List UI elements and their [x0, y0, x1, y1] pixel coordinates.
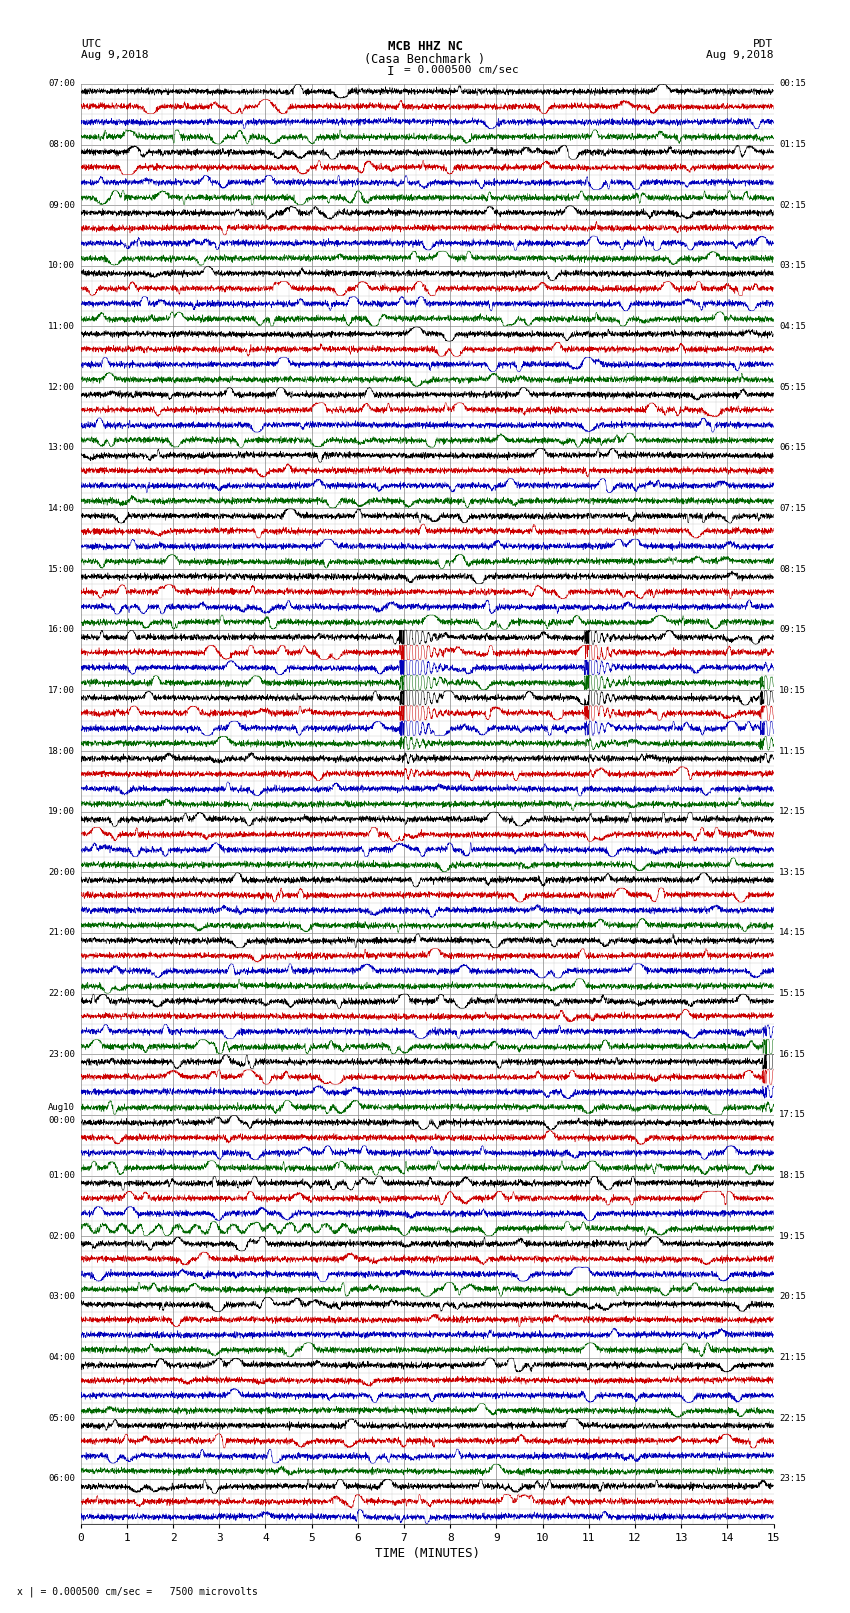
Text: 22:15: 22:15	[779, 1413, 806, 1423]
Text: 15:15: 15:15	[779, 989, 806, 998]
Text: 07:00: 07:00	[48, 79, 75, 89]
Text: 18:15: 18:15	[779, 1171, 806, 1181]
Text: 08:00: 08:00	[48, 140, 75, 148]
Text: 06:15: 06:15	[779, 444, 806, 452]
Text: 03:00: 03:00	[48, 1292, 75, 1302]
Text: Aug10: Aug10	[48, 1103, 75, 1113]
Text: 19:15: 19:15	[779, 1232, 806, 1240]
Text: 02:15: 02:15	[779, 200, 806, 210]
Text: 13:00: 13:00	[48, 444, 75, 452]
Text: MCB HHZ NC: MCB HHZ NC	[388, 40, 462, 53]
Text: 18:00: 18:00	[48, 747, 75, 755]
Text: (Casa Benchmark ): (Casa Benchmark )	[365, 53, 485, 66]
Text: 12:00: 12:00	[48, 382, 75, 392]
Text: 11:15: 11:15	[779, 747, 806, 755]
Text: 00:00: 00:00	[48, 1116, 75, 1124]
Text: Aug 9,2018: Aug 9,2018	[81, 50, 148, 60]
Text: PDT: PDT	[753, 39, 774, 48]
Text: 16:00: 16:00	[48, 626, 75, 634]
Text: 14:15: 14:15	[779, 929, 806, 937]
Text: 06:00: 06:00	[48, 1474, 75, 1484]
Text: 07:15: 07:15	[779, 503, 806, 513]
Text: 03:15: 03:15	[779, 261, 806, 271]
Text: 19:00: 19:00	[48, 806, 75, 816]
Text: 05:00: 05:00	[48, 1413, 75, 1423]
Text: 21:15: 21:15	[779, 1353, 806, 1361]
Text: 21:00: 21:00	[48, 929, 75, 937]
Text: I: I	[388, 65, 394, 77]
Text: 00:15: 00:15	[779, 79, 806, 89]
Text: 20:15: 20:15	[779, 1292, 806, 1302]
Text: 10:00: 10:00	[48, 261, 75, 271]
Text: 17:00: 17:00	[48, 686, 75, 695]
Text: 16:15: 16:15	[779, 1050, 806, 1058]
Text: 20:00: 20:00	[48, 868, 75, 877]
Text: x | = 0.000500 cm/sec =   7500 microvolts: x | = 0.000500 cm/sec = 7500 microvolts	[17, 1586, 258, 1597]
X-axis label: TIME (MINUTES): TIME (MINUTES)	[375, 1547, 479, 1560]
Text: 23:15: 23:15	[779, 1474, 806, 1484]
Text: 08:15: 08:15	[779, 565, 806, 574]
Text: 14:00: 14:00	[48, 503, 75, 513]
Text: 11:00: 11:00	[48, 323, 75, 331]
Text: 12:15: 12:15	[779, 806, 806, 816]
Text: 01:15: 01:15	[779, 140, 806, 148]
Text: 09:15: 09:15	[779, 626, 806, 634]
Text: 05:15: 05:15	[779, 382, 806, 392]
Text: 10:15: 10:15	[779, 686, 806, 695]
Text: 09:00: 09:00	[48, 200, 75, 210]
Text: 04:15: 04:15	[779, 323, 806, 331]
Text: UTC: UTC	[81, 39, 101, 48]
Text: 04:00: 04:00	[48, 1353, 75, 1361]
Text: 15:00: 15:00	[48, 565, 75, 574]
Text: 17:15: 17:15	[779, 1110, 806, 1119]
Text: 02:00: 02:00	[48, 1232, 75, 1240]
Text: = 0.000500 cm/sec: = 0.000500 cm/sec	[404, 65, 518, 74]
Text: Aug 9,2018: Aug 9,2018	[706, 50, 774, 60]
Text: 13:15: 13:15	[779, 868, 806, 877]
Text: 01:00: 01:00	[48, 1171, 75, 1181]
Text: 23:00: 23:00	[48, 1050, 75, 1058]
Text: 22:00: 22:00	[48, 989, 75, 998]
